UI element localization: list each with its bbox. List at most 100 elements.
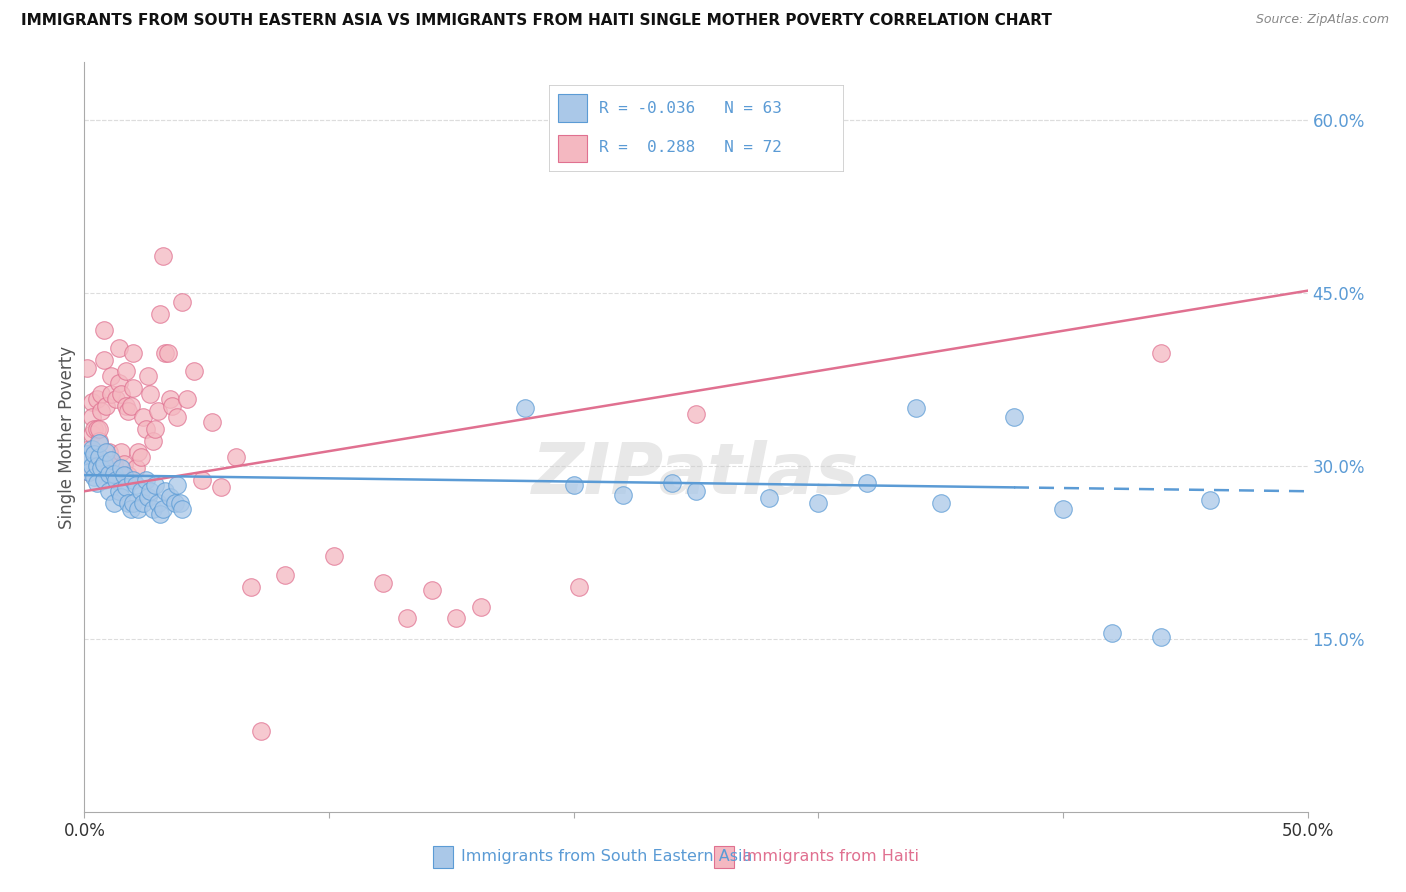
Point [149, 508, 172, 522]
Point [86, 392, 108, 406]
Point [127, 445, 149, 459]
Point [1150, 630, 1173, 644]
Point [93, 457, 115, 471]
Point [80, 458, 103, 473]
Point [905, 401, 928, 416]
Point [125, 461, 148, 475]
Point [143, 422, 166, 436]
Point [132, 410, 155, 425]
Point [209, 480, 232, 494]
Point [117, 496, 139, 510]
Point [86, 458, 108, 473]
Y-axis label: Single Mother Poverty: Single Mother Poverty [58, 345, 76, 529]
Bar [433, 846, 453, 868]
Text: IMMIGRANTS FROM SOUTH EASTERN ASIA VS IMMIGRANTS FROM HAITI SINGLE MOTHER POVERT: IMMIGRANTS FROM SOUTH EASTERN ASIA VS IM… [21, 13, 1052, 29]
Point [97, 445, 120, 459]
Point [149, 307, 172, 321]
Text: Source: ZipAtlas.com: Source: ZipAtlas.com [1256, 13, 1389, 27]
Point [77, 453, 100, 467]
Point [1052, 501, 1074, 516]
Point [112, 468, 135, 483]
Point [1150, 346, 1173, 360]
Point [110, 461, 132, 475]
Point [77, 465, 100, 479]
Point [396, 611, 419, 625]
Point [105, 468, 128, 483]
Point [758, 491, 780, 505]
Point [172, 295, 194, 310]
Point [153, 346, 176, 360]
Point [139, 387, 162, 401]
Point [146, 403, 169, 417]
Point [135, 473, 157, 487]
Point [107, 376, 129, 390]
Point [685, 484, 707, 499]
Point [142, 501, 165, 516]
Point [100, 369, 122, 384]
Point [93, 352, 115, 367]
Point [159, 490, 181, 504]
Point [371, 576, 394, 591]
Point [153, 484, 176, 499]
Point [120, 501, 142, 516]
Point [83, 470, 105, 484]
Point [1002, 410, 1025, 425]
Point [115, 364, 138, 378]
Point [183, 364, 205, 378]
Point [117, 468, 139, 483]
Point [87, 422, 110, 436]
Point [103, 467, 125, 481]
Point [110, 387, 132, 401]
Point [156, 346, 179, 360]
Point [80, 410, 103, 425]
Point [163, 496, 186, 510]
Point [169, 496, 191, 510]
Point [90, 461, 112, 475]
Point [80, 426, 103, 441]
Point [117, 403, 139, 417]
Point [90, 387, 112, 401]
Point [132, 496, 155, 510]
Point [562, 478, 585, 492]
Point [129, 450, 152, 464]
Point [136, 369, 159, 384]
Text: Immigrants from Haiti: Immigrants from Haiti [742, 849, 920, 864]
Point [90, 403, 112, 417]
Point [93, 473, 115, 487]
Point [115, 480, 138, 494]
Point [172, 501, 194, 516]
Point [112, 457, 135, 471]
Bar [714, 846, 734, 868]
Point [100, 453, 122, 467]
Point [96, 399, 118, 413]
Point [87, 450, 110, 464]
Point [929, 496, 952, 510]
Point [120, 399, 142, 413]
Point [135, 422, 157, 436]
Point [110, 445, 132, 459]
Point [76, 447, 98, 461]
Point [86, 422, 108, 436]
Point [87, 435, 110, 450]
Point [107, 341, 129, 355]
Point [274, 568, 297, 582]
Point [110, 490, 132, 504]
Point [86, 476, 108, 491]
Point [77, 442, 100, 456]
Point [122, 346, 145, 360]
Point [143, 478, 166, 492]
Point [685, 407, 707, 421]
Point [146, 496, 169, 510]
Point [856, 476, 879, 491]
Point [80, 442, 103, 456]
Point [96, 445, 118, 459]
Point [136, 490, 159, 504]
Point [200, 415, 222, 429]
Point [83, 422, 105, 436]
Point [87, 434, 110, 448]
Point [129, 484, 152, 499]
Point [176, 392, 198, 406]
Point [122, 473, 145, 487]
Point [80, 395, 103, 409]
Point [162, 399, 184, 413]
